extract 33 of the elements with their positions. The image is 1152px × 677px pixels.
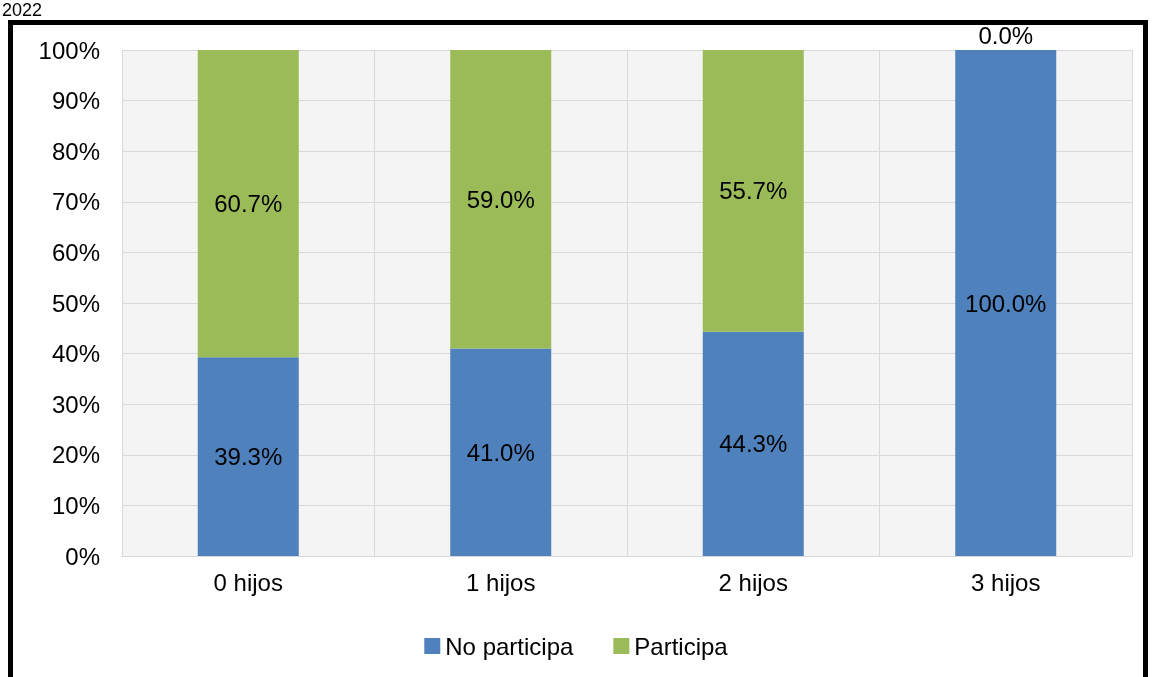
x-tick-label: 2 hijos: [718, 568, 788, 596]
y-tick-label: 50%: [51, 289, 100, 317]
legend-label: No participa: [445, 632, 574, 660]
y-tick-label: 40%: [51, 340, 100, 368]
bar: [450, 348, 552, 556]
bar: [702, 50, 804, 332]
x-tick-label: 1 hijos: [466, 568, 536, 596]
data-label: 41.0%: [466, 438, 535, 466]
data-label: 100.0%: [965, 289, 1047, 317]
y-tick-label: 100%: [38, 36, 100, 64]
bar: [450, 50, 552, 349]
x-tick-label: 3 hijos: [971, 568, 1041, 596]
y-tick-label: 90%: [51, 87, 100, 115]
y-tick-label: 0%: [65, 542, 100, 570]
bar: [955, 50, 1057, 556]
data-label: 60.7%: [214, 190, 283, 218]
y-tick-label: 20%: [51, 441, 100, 469]
y-tick-label: 30%: [51, 390, 100, 418]
y-tick-label: 70%: [51, 188, 100, 216]
y-tick-label: 80%: [51, 137, 100, 165]
chart-title: 2022: [2, 0, 43, 20]
x-tick-label: 0 hijos: [213, 568, 283, 596]
data-label: 0.0%: [978, 21, 1034, 49]
y-tick-label: 60%: [51, 238, 100, 266]
bar: [197, 357, 299, 556]
bar: [197, 50, 299, 358]
legend-label: Participa: [634, 632, 729, 660]
data-label: 39.3%: [214, 443, 283, 471]
data-label: 59.0%: [466, 185, 535, 213]
y-tick-label: 10%: [51, 491, 100, 519]
data-label: 55.7%: [719, 177, 788, 205]
bar: [702, 331, 804, 556]
data-label: 44.3%: [719, 430, 788, 458]
